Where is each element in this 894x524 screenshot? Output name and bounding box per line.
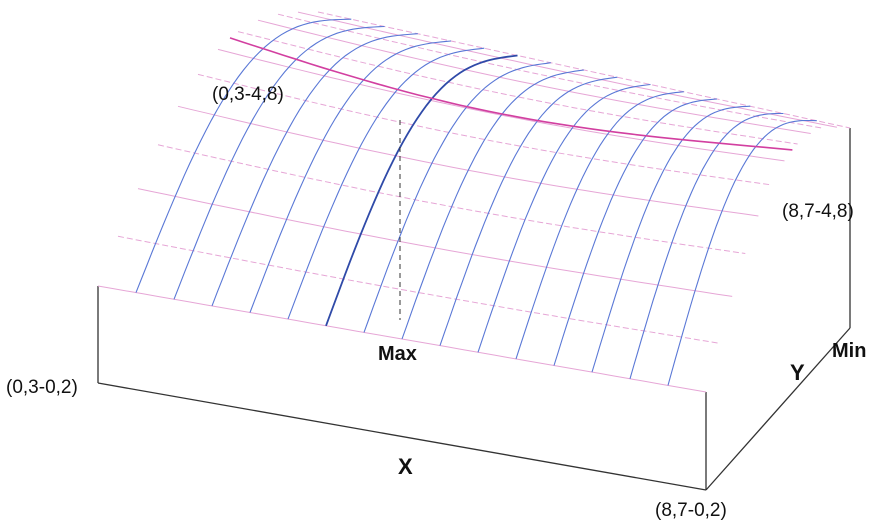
surface-grid-line-x	[117, 235, 720, 344]
surface-grid-line-y	[515, 91, 684, 360]
surface-grid-line-y	[477, 83, 651, 353]
x-axis-label: X	[398, 454, 413, 479]
corner-label-top-left: (0,3-4,8)	[212, 84, 284, 105]
surface-grid-line-y	[249, 40, 452, 313]
max-column-line	[325, 54, 518, 327]
min-label: Min	[832, 340, 866, 362]
ridge-line	[229, 37, 793, 151]
surface-grid-line-y	[401, 69, 585, 340]
surface-grid-line-y	[629, 112, 784, 379]
surface-grid-line-x	[177, 105, 759, 217]
box-edge-side-bottom	[705, 327, 851, 491]
y-axis-label: Y	[790, 360, 805, 385]
surface-grid-line-x	[297, 11, 837, 128]
surface-grid-line-y	[135, 18, 352, 293]
surface-highlight-lines	[229, 37, 793, 327]
surface-grid-line-x	[277, 13, 824, 129]
surface-grid-line-y	[553, 98, 718, 366]
surface-grid-line-x	[197, 73, 772, 186]
surface-grid-line-y	[211, 33, 418, 307]
surface-grid-line-y	[439, 76, 618, 346]
surface-grid-line-y	[363, 62, 551, 333]
surface-grid-line-x	[237, 31, 798, 145]
surface-grid-line-y	[667, 119, 817, 386]
corner-label-bottom-right: (8,7-0,2)	[655, 500, 727, 521]
box-outline	[97, 128, 851, 491]
corner-label-bottom-left: (0,3-0,2)	[6, 377, 78, 398]
surface-grid-line-y	[173, 25, 385, 300]
surface-grid-line-x	[137, 188, 733, 297]
max-label: Max	[378, 343, 417, 365]
surface-grid-y-lines	[135, 18, 817, 386]
surface-grid-x-lines	[97, 11, 851, 393]
surface-grid-line-y	[287, 47, 485, 320]
corner-label-right-top: (8,7-4,8)	[782, 201, 854, 222]
box-edge-front-bottom	[97, 382, 707, 491]
surface-grid-line-x	[157, 144, 746, 254]
surface-grid-line-x	[257, 19, 811, 134]
surface-grid-line-y	[591, 105, 751, 373]
